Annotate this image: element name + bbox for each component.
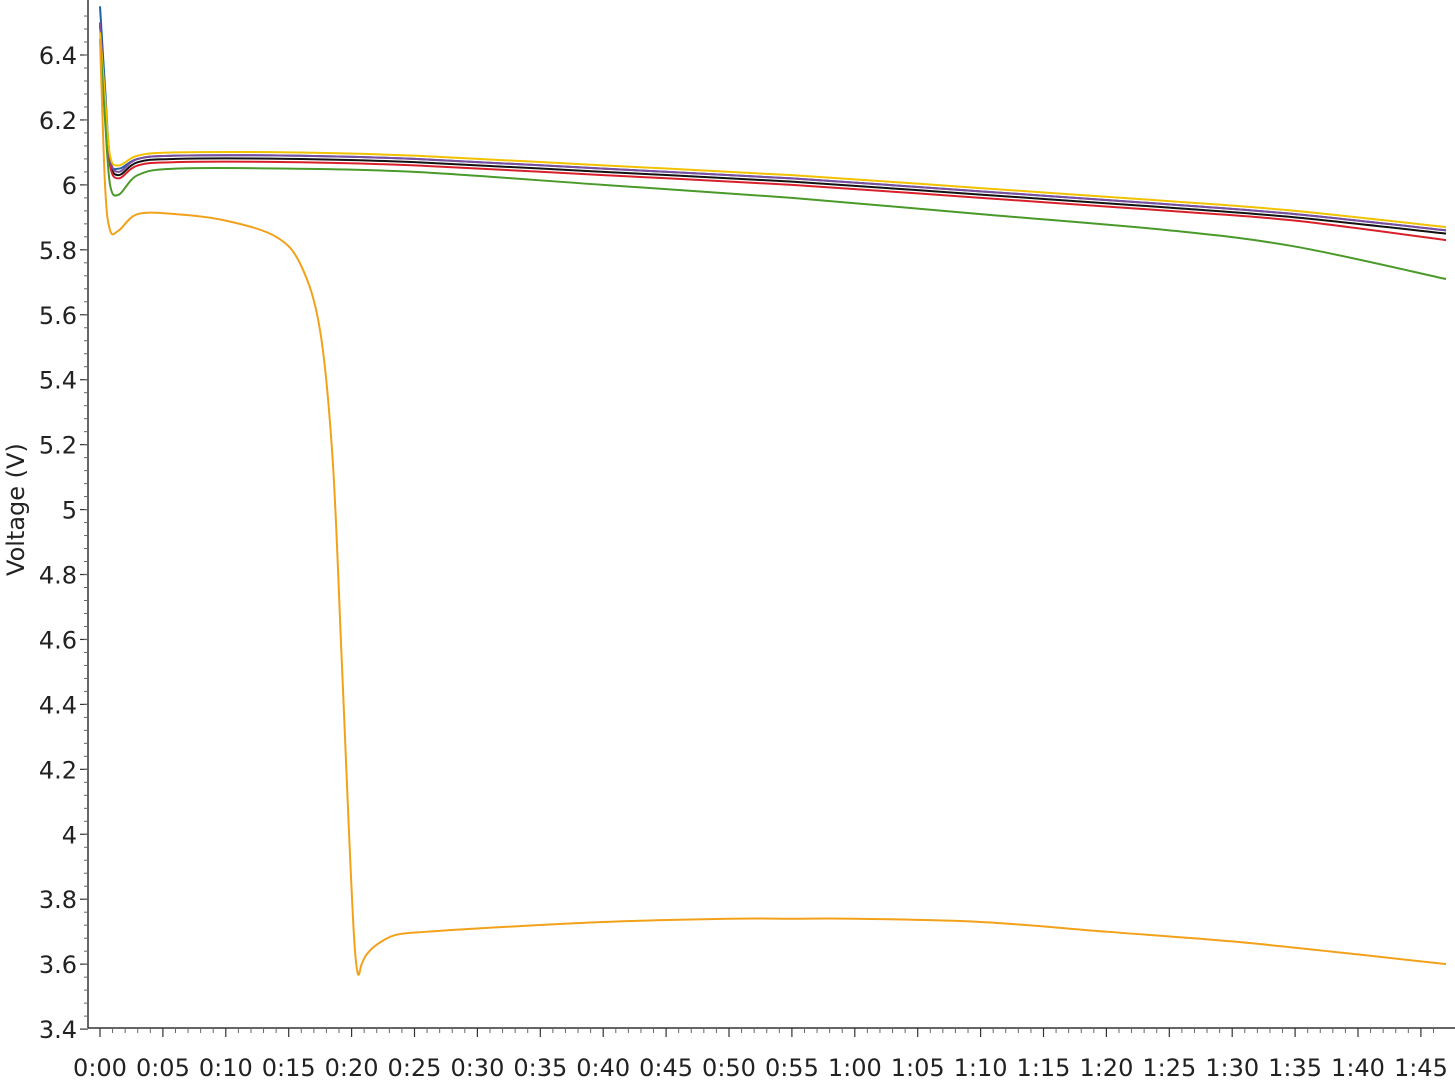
x-tick-label: 0:05 xyxy=(136,1054,190,1080)
y-tick-label: 4 xyxy=(62,821,77,849)
y-tick-label: 3.4 xyxy=(39,1016,77,1044)
series-line-7 xyxy=(99,38,1447,976)
axes-layer xyxy=(87,0,1455,1029)
y-tick-label: 4.6 xyxy=(39,626,77,654)
y-tick-label: 6 xyxy=(62,172,77,200)
x-tick-label: 0:30 xyxy=(450,1054,504,1080)
x-tick-label: 1:00 xyxy=(828,1054,882,1080)
y-tick-label: 4.8 xyxy=(39,562,77,590)
y-tick-label: 5.2 xyxy=(39,432,77,460)
y-tick-label: 5.6 xyxy=(39,302,77,330)
x-tick-label: 0:15 xyxy=(262,1054,316,1080)
x-tick-label: 1:25 xyxy=(1142,1054,1196,1080)
y-axis-ticks: 3.4 3.6 3.8 4 4.2 4.4 4.6 4.8 5 5.2 5.4 5.6 5.8 6 6.2 6… xyxy=(39,15,88,1044)
series-line-6 xyxy=(99,38,1447,281)
x-tick-label: 0:50 xyxy=(702,1054,756,1080)
y-tick-label: 3.8 xyxy=(39,886,77,914)
y-tick-label: 5 xyxy=(62,497,77,525)
series-line-3 xyxy=(99,22,1447,242)
series-line-2 xyxy=(99,22,1447,235)
y-tick-label: 6.4 xyxy=(39,42,77,70)
x-axis-ticks: 0:00 0:05 0:10 0:15 0:20 0:25 0:30 0:35 0:40 0:45… xyxy=(73,1028,1448,1080)
y-tick-label: 4.4 xyxy=(39,691,77,719)
x-tick-label: 0:40 xyxy=(576,1054,630,1080)
x-tick-label: 1:05 xyxy=(891,1054,945,1080)
x-tick-label: 1:35 xyxy=(1268,1054,1322,1080)
x-tick-label: 0:35 xyxy=(513,1054,567,1080)
y-tick-label: 6.2 xyxy=(39,107,77,135)
x-tick-label: 1:15 xyxy=(1017,1054,1071,1080)
x-tick-label: 1:10 xyxy=(954,1054,1008,1080)
y-tick-label: 5.8 xyxy=(39,237,77,265)
x-tick-label: 0:10 xyxy=(199,1054,253,1080)
series-line-5 xyxy=(99,32,1447,229)
x-tick-label: 0:00 xyxy=(73,1054,127,1080)
x-tick-label: 0:20 xyxy=(325,1054,379,1080)
y-tick-label: 3.6 xyxy=(39,951,77,979)
x-tick-label: 1:45 xyxy=(1394,1054,1448,1080)
y-tick-label: 5.4 xyxy=(39,367,77,395)
y-tick-label: 4.2 xyxy=(39,756,77,784)
y-axis-title: Voltage (V) xyxy=(2,443,30,576)
x-tick-label: 0:55 xyxy=(765,1054,819,1080)
x-tick-label: 0:25 xyxy=(388,1054,442,1080)
x-tick-label: 1:20 xyxy=(1079,1054,1133,1080)
x-tick-label: 0:45 xyxy=(639,1054,693,1080)
series-line-4 xyxy=(99,22,1447,232)
x-tick-label: 1:30 xyxy=(1205,1054,1259,1080)
series-layer xyxy=(99,6,1447,976)
x-tick-label: 1:40 xyxy=(1331,1054,1385,1080)
